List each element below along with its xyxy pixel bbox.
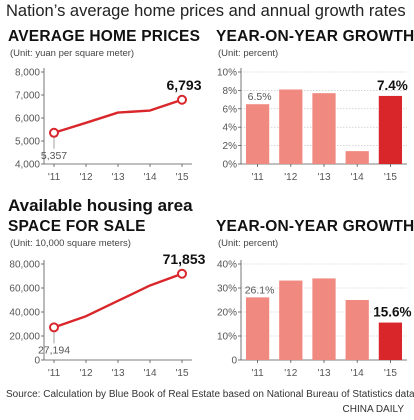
bar bbox=[279, 89, 303, 164]
x-tick-label: '13 bbox=[111, 172, 124, 183]
y-tick-label: 5,000 bbox=[15, 137, 40, 148]
x-tick-label: '13 bbox=[111, 368, 124, 379]
x-tick-label: '11 bbox=[251, 172, 264, 183]
x-tick-label: '12 bbox=[284, 172, 297, 183]
data-label: 7.4% bbox=[377, 78, 408, 93]
x-tick-label: '14 bbox=[143, 368, 156, 379]
series-line bbox=[53, 98, 183, 134]
series-line bbox=[53, 272, 183, 329]
y-tick-label: 0% bbox=[223, 160, 238, 171]
price-growth-title: YEAR-ON-YEAR GROWTH bbox=[216, 28, 414, 45]
x-tick-label: '13 bbox=[317, 368, 330, 379]
home-prices-line-chart: 4,000 5,000 6,000 7,000 8,000 '11 '12 '13 '14 '15… bbox=[15, 68, 202, 184]
data-label: 6.5% bbox=[248, 91, 272, 103]
space-for-sale-unit: (Unit: 10,000 square meters) bbox=[10, 238, 131, 249]
space-for-sale-line-chart: 0 20,000 40,000 60,000 80,000 '11 '12 '13 '14 '15… bbox=[9, 251, 205, 379]
y-tick-label: 40,000 bbox=[9, 308, 40, 319]
x-tick-label: '14 bbox=[351, 368, 364, 379]
y-tick-label: 30% bbox=[217, 284, 237, 295]
y-tick-label: 4,000 bbox=[15, 160, 40, 171]
price-growth-bar-chart: 0% 2% 4% 6% 8% 10% '11 '12 '13 '14 '15 6.5% 7.4% bbox=[217, 68, 408, 184]
data-label: 71,853 bbox=[163, 251, 206, 267]
home-prices-title: AVERAGE HOME PRICES bbox=[8, 28, 201, 45]
x-tick-label: '11 bbox=[251, 368, 264, 379]
bar bbox=[345, 300, 369, 360]
bar bbox=[312, 278, 336, 360]
y-tick-label: 6,000 bbox=[15, 114, 40, 125]
x-tick-label: '14 bbox=[351, 172, 364, 183]
data-point bbox=[177, 268, 187, 279]
y-tick-label: 40% bbox=[217, 260, 237, 271]
area-growth-bar-chart: 0 10% 20% 30% 40% '11 '12 '13 '14 '15 26.1% 15.6% bbox=[217, 260, 412, 380]
x-tick-label: '12 bbox=[284, 368, 297, 379]
y-tick-label: 10% bbox=[217, 68, 237, 79]
x-tick-label: '11 bbox=[48, 172, 61, 183]
bar bbox=[345, 151, 369, 164]
data-label: 27,194 bbox=[38, 344, 70, 356]
space-for-sale-title: SPACE FOR SALE bbox=[8, 218, 146, 235]
y-tick-label: 20% bbox=[217, 308, 237, 319]
credit-label: CHINA DAILY bbox=[342, 404, 405, 415]
y-tick-label: 0 bbox=[231, 356, 237, 367]
bar bbox=[245, 104, 270, 164]
y-tick-label: 80,000 bbox=[9, 260, 40, 271]
x-tick-label: '15 bbox=[384, 368, 397, 379]
y-tick-label: 2% bbox=[223, 141, 238, 152]
housing-area-heading: Available housing area bbox=[8, 196, 193, 215]
y-tick-label: 8,000 bbox=[15, 68, 40, 79]
x-tick-label: '11 bbox=[48, 368, 61, 379]
area-growth-title: YEAR-ON-YEAR GROWTH bbox=[216, 218, 414, 235]
price-growth-unit: (Unit: percent) bbox=[218, 48, 279, 59]
x-tick-label: '12 bbox=[79, 172, 92, 183]
x-tick-label: '15 bbox=[175, 368, 188, 379]
y-tick-label: 4% bbox=[223, 123, 238, 134]
y-tick-label: 10% bbox=[217, 332, 237, 343]
y-tick-label: 0 bbox=[34, 356, 40, 367]
y-tick-label: 8% bbox=[223, 86, 238, 97]
data-point bbox=[49, 322, 59, 333]
data-point bbox=[177, 94, 187, 105]
bar bbox=[312, 93, 336, 164]
infographic-title: Nation’s average home prices and annual … bbox=[6, 2, 406, 20]
x-tick-label: '14 bbox=[143, 172, 156, 183]
y-tick-label: 20,000 bbox=[9, 332, 40, 343]
x-tick-label: '15 bbox=[175, 172, 188, 183]
x-tick-label: '12 bbox=[79, 368, 92, 379]
data-label: 26.1% bbox=[245, 284, 275, 296]
y-tick-label: 6% bbox=[223, 104, 238, 115]
x-tick-label: '15 bbox=[384, 172, 397, 183]
source-note: Source: Calculation by Blue Book of Real… bbox=[6, 389, 414, 400]
bar bbox=[378, 322, 403, 360]
bar bbox=[378, 95, 403, 164]
y-tick-label: 7,000 bbox=[15, 91, 40, 102]
y-tick-label: 60,000 bbox=[9, 284, 40, 295]
x-tick-label: '13 bbox=[317, 172, 330, 183]
data-label: 15.6% bbox=[373, 305, 411, 320]
data-point bbox=[49, 127, 59, 138]
bar bbox=[245, 297, 270, 360]
data-label: 5,357 bbox=[41, 150, 67, 162]
data-label: 6,793 bbox=[166, 77, 201, 93]
area-growth-unit: (Unit: percent) bbox=[218, 238, 279, 249]
home-prices-unit: (Unit: yuan per square meter) bbox=[10, 48, 135, 59]
bar bbox=[279, 280, 303, 360]
